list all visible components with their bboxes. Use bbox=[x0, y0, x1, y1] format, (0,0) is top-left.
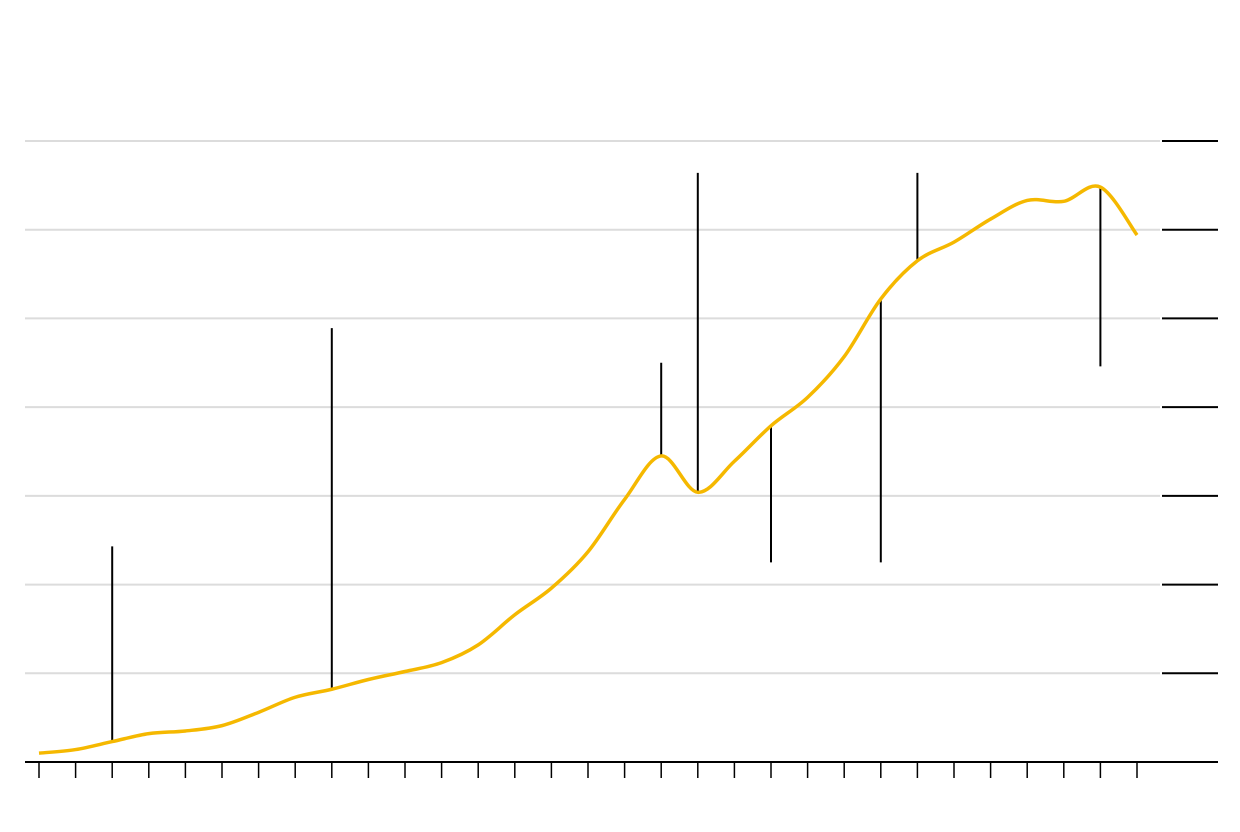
series-line bbox=[38, 184, 1139, 755]
